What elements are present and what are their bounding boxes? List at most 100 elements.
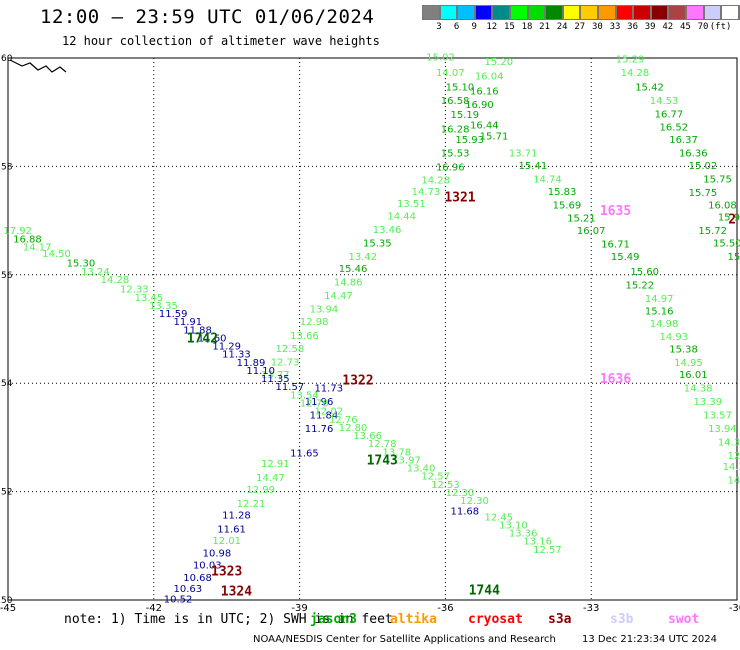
wave-height-value: 13.66 [290, 331, 319, 342]
wave-height-value: 12.78 [368, 439, 397, 450]
color-scale-tick: 15 [503, 22, 515, 32]
wave-height-value: 11.35 [261, 374, 290, 385]
track-time-label: 1744 [469, 584, 500, 599]
wave-height-value: 10.98 [203, 549, 232, 560]
wave-height-value: 11.73 [314, 383, 343, 394]
wave-height-value: 13.35 [149, 301, 178, 312]
wave-height-value: 11.91 [173, 317, 202, 328]
wave-height-value: 14.73 [412, 187, 441, 198]
wave-height-value: 14.74 [533, 175, 562, 186]
wave-height-value: 10.68 [183, 573, 212, 584]
wave-height-value: 15.02 [689, 161, 718, 172]
color-scale-swatch [422, 5, 440, 20]
wave-height-value: 15.83 [548, 187, 577, 198]
y-tick-label: 60 [1, 54, 13, 64]
wave-height-value: 14.47 [256, 473, 285, 484]
wave-height-value: 14.38 [684, 383, 713, 394]
map-frame [7, 57, 738, 601]
wave-height-value: 14.25 [728, 475, 740, 486]
color-scale-swatch [474, 5, 493, 20]
wave-height-value: 13.36 [509, 529, 538, 540]
wave-height-value: 12.57 [421, 472, 450, 483]
wave-height-value: 16.04 [475, 72, 504, 83]
wave-height-value: 14.53 [650, 96, 679, 107]
wave-height-value: 13.45 [135, 293, 164, 304]
y-tick-label: 58 [1, 162, 13, 172]
wave-height-value: 11.60 [198, 333, 227, 344]
wave-height-value: 13.54 [290, 390, 319, 401]
wave-height-value: 12.30 [446, 488, 475, 499]
wave-height-value: 14.50 [42, 249, 71, 260]
wave-height-value: 11.76 [305, 424, 334, 435]
track-time-label: 1636 [600, 372, 631, 387]
wave-height-value: 15.75 [703, 175, 732, 186]
wave-height-value: 15.02 [426, 53, 455, 64]
wave-height-value: 13.78 [382, 447, 411, 458]
color-scale-tick: 45 [679, 22, 691, 32]
wave-height-value: 14.28 [621, 68, 650, 79]
wave-height-value: 13.66 [353, 431, 382, 442]
wave-height-value: 15.30 [67, 259, 96, 270]
wave-height-value: 12.02 [314, 407, 343, 418]
color-scale-swatch [457, 5, 475, 20]
wave-height-value: 16.90 [465, 100, 494, 111]
satellite-legend-item: cryosat [468, 612, 523, 627]
color-scale-swatch [738, 5, 740, 20]
wave-height-value: 16.07 [577, 226, 606, 237]
color-scale-swatch [703, 5, 722, 20]
wave-height-value: 15.69 [553, 201, 582, 212]
color-scale-swatch [685, 5, 704, 20]
track-time-label: 1324 [221, 585, 252, 600]
wave-height-value: 14.28 [421, 176, 450, 187]
wave-height-value: 15.38 [669, 344, 698, 355]
color-scale-tick: 33 [609, 22, 621, 32]
wave-height-value: 16.01 [679, 370, 708, 381]
y-tick-label: 54 [1, 379, 13, 389]
color-scale-tick: 18 [521, 22, 533, 32]
wave-height-value: 12.21 [237, 499, 266, 510]
wave-height-value: 16.44 [470, 120, 499, 131]
map-subtitle: 12 hour collection of altimeter wave hei… [62, 34, 380, 48]
wave-height-value: 15.20 [485, 57, 514, 68]
wave-height-value: 13.24 [81, 267, 110, 278]
wave-height-value: 15.95 [718, 213, 740, 224]
wave-height-value: 15.16 [645, 306, 674, 317]
wave-height-value: 14.44 [387, 212, 416, 223]
wave-height-value: 12.91 [261, 459, 290, 470]
wave-height-value: 14.36 [718, 438, 740, 449]
track-time-label: 1322 [342, 373, 373, 388]
wave-height-value: 14.97 [645, 294, 674, 305]
wave-height-value: 16.52 [659, 123, 688, 134]
wave-height-value: 14.47 [324, 291, 353, 302]
footer-note: note: 1) Time is in UTC; 2) SWH is in fe… [64, 612, 393, 627]
wave-height-value: 14.07 [436, 68, 465, 79]
wave-height-value: 12.30 [460, 496, 489, 507]
wave-height-value: 13.10 [499, 520, 528, 531]
wave-height-value: 13.77 [261, 370, 290, 381]
color-scale-swatch [545, 5, 563, 20]
wave-height-value: 14.28 [101, 275, 130, 286]
color-scale-swatch [633, 5, 651, 20]
wave-height-value: 13.94 [310, 305, 339, 316]
wave-height-value: 12.45 [485, 512, 514, 523]
track-time-label: 1635 [600, 204, 631, 219]
wave-height-value: 14.17 [23, 242, 52, 253]
color-scale-tick: 42 [662, 22, 674, 32]
wave-height-value: 15.21 [567, 214, 596, 225]
y-tick-label: 56 [1, 271, 13, 281]
color-scale-swatch [721, 5, 739, 20]
color-scale-swatch [668, 5, 686, 20]
wave-height-value: 12.96 [728, 451, 740, 462]
wave-height-value: 13.94 [708, 424, 737, 435]
track-time-label: 1742 [187, 332, 218, 347]
color-scale-tick: 27 [574, 22, 586, 32]
wave-height-value: 10.52 [164, 595, 193, 606]
wave-height-value: 12.80 [339, 423, 368, 434]
wave-height-value: 13.46 [373, 225, 402, 236]
wave-height-value: 15.50 [713, 239, 740, 250]
color-scale-tick: 21 [539, 22, 551, 32]
wave-height-value: 15.49 [611, 252, 640, 263]
wave-height-value: 15.19 [451, 110, 480, 121]
wave-height-value: 11.10 [246, 366, 275, 377]
